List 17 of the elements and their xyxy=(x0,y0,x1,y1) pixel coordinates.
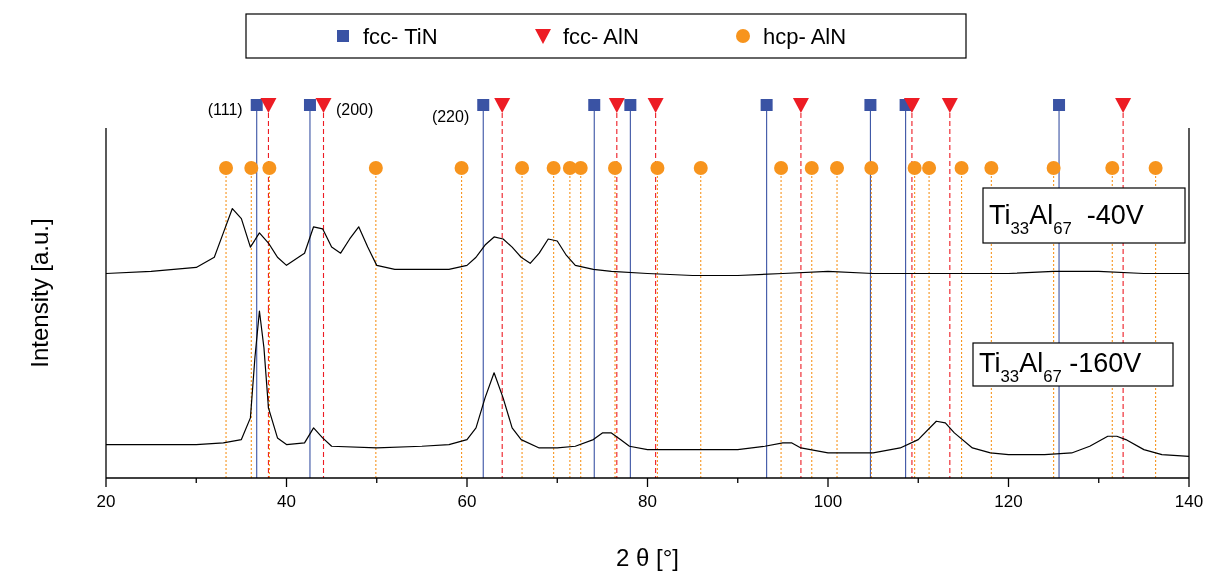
x-tick-label: 80 xyxy=(638,492,657,511)
x-tick-label: 100 xyxy=(813,492,843,511)
legend-label: fcc- TiN xyxy=(363,24,438,49)
x-tick-label: 120 xyxy=(994,492,1023,511)
x-tick-label: 140 xyxy=(1174,492,1204,511)
annotation: (111) xyxy=(207,101,243,118)
annotation: Ti$_{33}$Al$_{67}$ -160V xyxy=(979,348,1142,386)
annotation: Ti$_{33}$Al$_{67}$ -40V xyxy=(989,200,1144,238)
legend-label: fcc- AlN xyxy=(563,24,639,49)
legend-label: hcp- AlN xyxy=(763,24,847,49)
x-tick-label: 40 xyxy=(277,492,296,511)
x-axis-title: 2 θ [°] xyxy=(616,544,679,571)
x-tick-label: 20 xyxy=(96,492,116,511)
x-tick-label: 60 xyxy=(457,492,477,511)
y-axis-title: Intensity [a.u.] xyxy=(26,218,53,368)
annotation: (220) xyxy=(431,108,470,125)
annotation: (200) xyxy=(335,101,374,118)
